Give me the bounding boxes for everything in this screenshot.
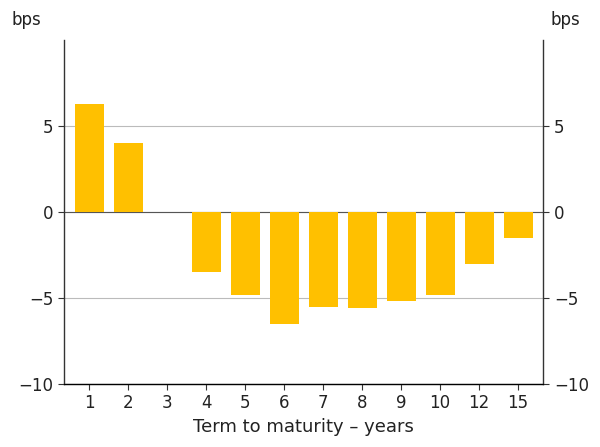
Bar — [113, 143, 143, 212]
Bar — [425, 212, 455, 295]
Bar — [74, 104, 104, 212]
Bar — [386, 212, 416, 301]
Bar — [503, 212, 533, 238]
Bar — [347, 212, 377, 308]
Text: bps: bps — [550, 11, 580, 29]
X-axis label: Term to maturity – years: Term to maturity – years — [193, 418, 414, 436]
Text: bps: bps — [11, 11, 41, 29]
Bar — [191, 212, 221, 272]
Bar — [269, 212, 299, 324]
Bar — [464, 212, 494, 264]
Bar — [230, 212, 260, 295]
Bar — [308, 212, 338, 307]
